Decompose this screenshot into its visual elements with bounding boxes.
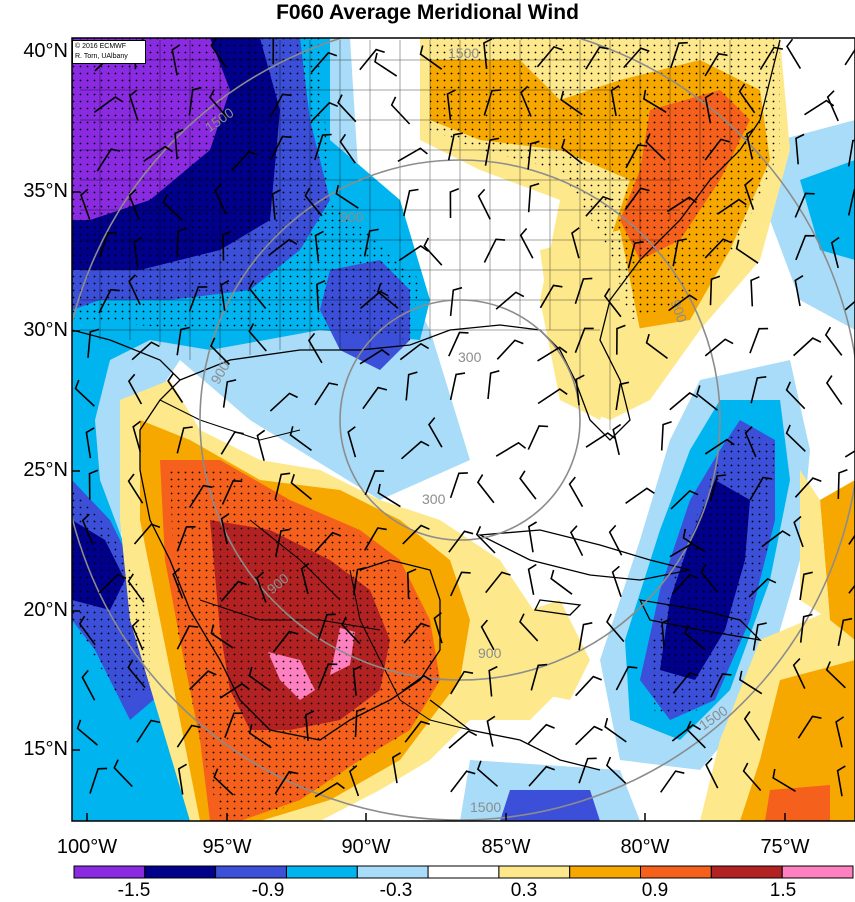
colorbar-swatch: [216, 866, 287, 878]
colorbar-swatch: [641, 866, 712, 878]
colorbar-swatch: [570, 866, 641, 878]
colorbar-label: 0.3: [511, 880, 537, 902]
contour-label: 900: [478, 645, 502, 661]
colorbar-swatch: [711, 866, 782, 878]
contour-label: 300: [422, 491, 446, 507]
colorbar-label: -1.5: [118, 880, 151, 902]
credit-box: © 2016 ECMWF R. Torn, UAlbany: [72, 40, 146, 64]
colorbar-swatch: [74, 866, 145, 878]
lat-label: 35°N: [0, 180, 68, 203]
lon-label: 100°W: [57, 836, 117, 859]
contour-label: 1500: [448, 45, 479, 61]
colorbar-swatch: [287, 866, 358, 878]
contour-label: 300: [458, 349, 482, 365]
colorbar-swatch: [782, 866, 853, 878]
lon-label: 75°W: [760, 836, 809, 859]
lon-label: 90°W: [341, 836, 390, 859]
colorbar-label: 0.9: [642, 880, 668, 902]
colorbar: [74, 866, 853, 878]
lon-label: 95°W: [202, 836, 251, 859]
credit-line-2: R. Torn, UAlbany: [75, 52, 143, 62]
colorbar-swatch: [357, 866, 428, 878]
lat-label: 20°N: [0, 599, 68, 622]
colorbar-label: -0.3: [380, 880, 413, 902]
lon-label: 85°W: [481, 836, 530, 859]
lat-label: 25°N: [0, 459, 68, 482]
lat-label: 30°N: [0, 319, 68, 342]
credit-line-1: © 2016 ECMWF: [75, 42, 143, 52]
colorbar-swatch: [499, 866, 570, 878]
map-field: 300 300 900 900 900 900 900 1500 1500 15…: [60, 20, 855, 821]
lat-label: 40°N: [0, 40, 68, 63]
colorbar-label: -0.9: [252, 880, 285, 902]
lat-label: 15°N: [0, 738, 68, 761]
contour-label: 900: [340, 209, 364, 225]
colorbar-swatch: [428, 866, 499, 878]
shade-redorange-se: [765, 785, 830, 821]
colorbar-swatch: [145, 866, 216, 878]
colorbar-label: 1.5: [770, 880, 796, 902]
contour-label: 1500: [470, 799, 501, 815]
lon-label: 80°W: [620, 836, 669, 859]
